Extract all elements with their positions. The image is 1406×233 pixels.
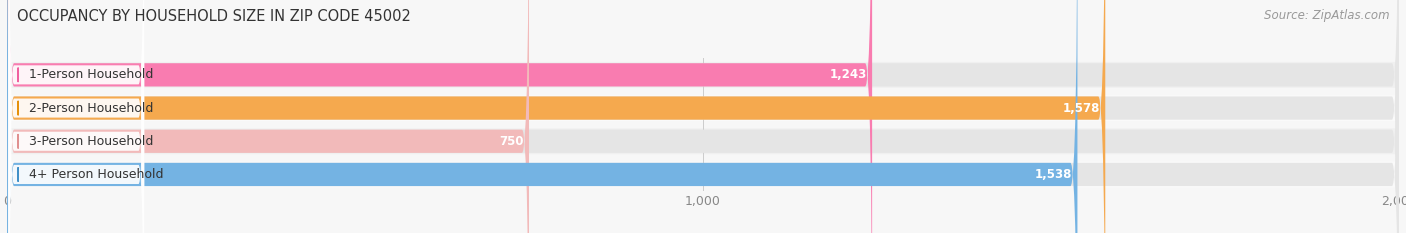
FancyBboxPatch shape	[8, 0, 145, 233]
FancyBboxPatch shape	[7, 0, 1399, 233]
FancyBboxPatch shape	[8, 0, 145, 233]
Text: 2-Person Household: 2-Person Household	[30, 102, 153, 115]
Text: 1,578: 1,578	[1063, 102, 1099, 115]
Text: 4+ Person Household: 4+ Person Household	[30, 168, 165, 181]
FancyBboxPatch shape	[7, 62, 1399, 88]
FancyBboxPatch shape	[7, 128, 1399, 154]
Text: 750: 750	[499, 135, 523, 148]
FancyBboxPatch shape	[8, 0, 145, 233]
Text: Source: ZipAtlas.com: Source: ZipAtlas.com	[1264, 9, 1389, 22]
FancyBboxPatch shape	[7, 0, 872, 233]
FancyBboxPatch shape	[7, 161, 1399, 187]
FancyBboxPatch shape	[7, 0, 1077, 233]
FancyBboxPatch shape	[7, 0, 1399, 233]
FancyBboxPatch shape	[7, 95, 1399, 121]
FancyBboxPatch shape	[7, 0, 529, 233]
FancyBboxPatch shape	[8, 0, 145, 233]
Text: 3-Person Household: 3-Person Household	[30, 135, 153, 148]
Text: OCCUPANCY BY HOUSEHOLD SIZE IN ZIP CODE 45002: OCCUPANCY BY HOUSEHOLD SIZE IN ZIP CODE …	[17, 9, 411, 24]
Text: 1-Person Household: 1-Person Household	[30, 68, 153, 81]
FancyBboxPatch shape	[7, 0, 1399, 233]
FancyBboxPatch shape	[7, 0, 1399, 233]
Text: 1,538: 1,538	[1035, 168, 1071, 181]
FancyBboxPatch shape	[7, 0, 1105, 233]
Text: 1,243: 1,243	[830, 68, 866, 81]
